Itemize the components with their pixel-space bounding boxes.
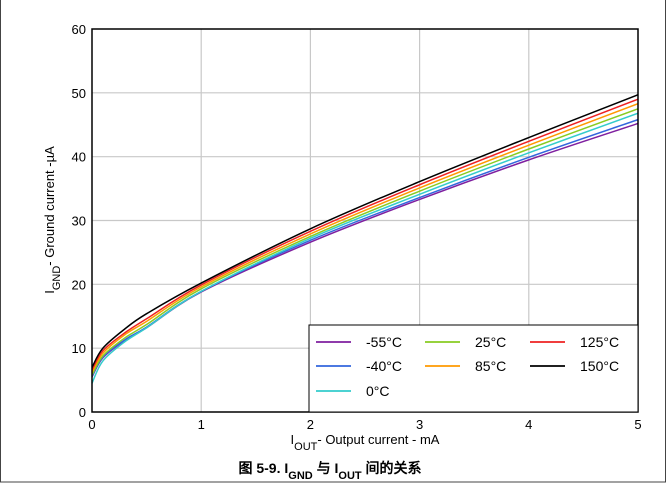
label-fragment: 图 5-9. I [238,460,288,476]
x-tick-label: 1 [198,417,205,432]
legend-label: -55°C [366,334,402,350]
label-fragment: I [42,290,57,294]
label-fragment: 间的关系 [362,460,422,476]
label-fragment: - Output current - mA [317,432,439,447]
y-tick-label: 20 [72,277,86,292]
x-axis-title: IOUT- Output current - mA [291,432,440,453]
legend-label: 150°C [580,358,619,374]
y-tick-label: 30 [72,214,86,229]
label-fragment: OUT [294,441,318,453]
series-line [91,94,639,368]
legend-label: -40°C [366,358,402,374]
figure-caption: 图 5-9. IGND 与 IOUT 间的关系 [238,460,421,482]
y-tick-label: 10 [72,341,86,356]
legend: -55°C 25°C 125°C -40°C 85°C 150°C 0°C [308,324,639,413]
x-tick-label: 5 [634,417,641,432]
legend-label: 85°C [475,358,506,374]
x-tick-label: 4 [525,417,532,432]
y-axis-title: IGND- Ground current -µA [42,146,63,294]
legend-label: 0°C [366,383,390,399]
label-fragment: I [291,432,295,447]
label-fragment: OUT [338,470,362,482]
series-line [91,118,639,377]
legend-label: 125°C [580,334,619,350]
series-line [91,108,639,376]
series-lines [91,94,639,384]
series-line [91,102,639,373]
series-line [91,112,639,384]
label-fragment: GND [288,470,313,482]
y-tick-label: 60 [72,22,86,37]
y-tick-label: 0 [79,405,86,420]
legend-label: 25°C [475,334,506,350]
series-line [91,98,639,371]
label-fragment: GND [51,266,63,291]
x-tick-label: 3 [416,417,423,432]
x-tick-label: 2 [307,417,314,432]
label-fragment: 与 I [313,460,339,476]
legend-box [308,324,639,413]
y-tick-label: 50 [72,86,86,101]
x-tick-label: 0 [88,417,95,432]
y-tick-label: 40 [72,150,86,165]
label-fragment: - Ground current -µA [42,146,57,266]
